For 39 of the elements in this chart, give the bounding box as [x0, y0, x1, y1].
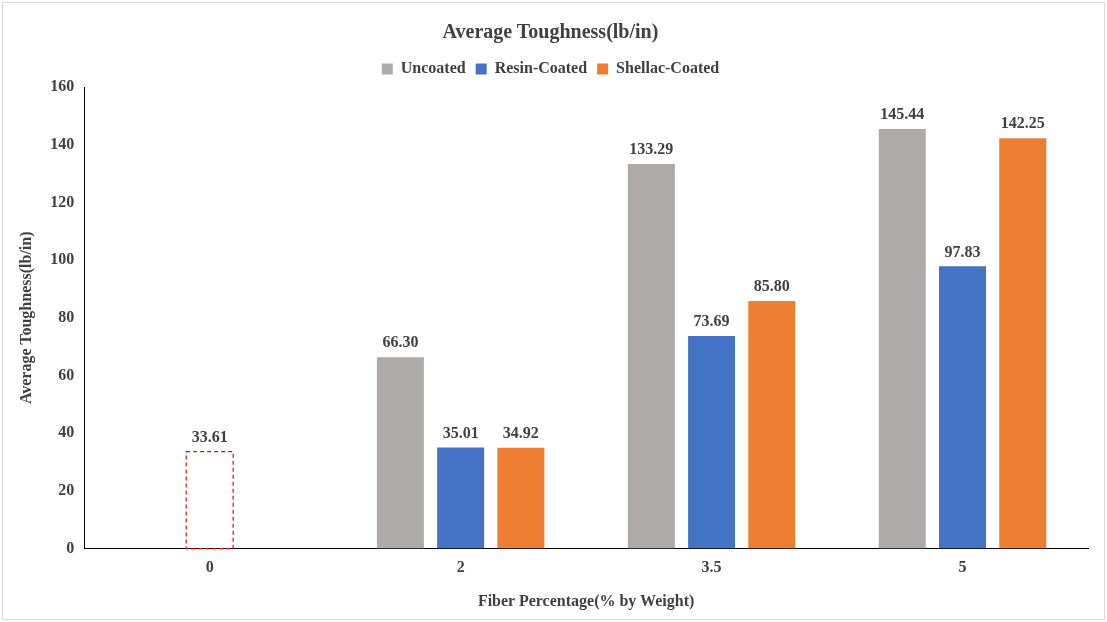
- data-label: 97.83: [944, 242, 981, 260]
- bar: [999, 138, 1047, 549]
- bar: [748, 301, 796, 549]
- x-tick-label: 3.5: [701, 558, 722, 576]
- x-tick-label: 2: [456, 558, 465, 576]
- bar: [878, 129, 926, 549]
- x-tick-label: 0: [205, 558, 214, 576]
- data-label: 66.30: [382, 333, 419, 351]
- x-tick-label: 5: [958, 558, 967, 576]
- x-axis-title: Fiber Percentage(% by Weight): [477, 591, 695, 610]
- y-tick-label: 140: [50, 134, 75, 152]
- bar: [185, 451, 234, 550]
- chart-title: Average Toughness(lb/in): [442, 20, 659, 44]
- bar: [376, 357, 424, 549]
- y-tick-label: 120: [50, 192, 75, 210]
- data-label: 34.92: [502, 424, 539, 441]
- bar: [688, 336, 736, 549]
- y-tick-label: 0: [66, 538, 75, 556]
- data-label: 142.25: [1000, 114, 1045, 132]
- y-axis-title: Average Toughness(lb/in): [16, 231, 35, 405]
- bar: [627, 164, 675, 549]
- data-label: 73.69: [693, 312, 730, 330]
- y-tick-label: 20: [58, 481, 75, 499]
- y-tick-label: 160: [50, 77, 75, 95]
- bar: [437, 447, 485, 549]
- y-tick-label: 100: [50, 250, 75, 268]
- data-label: 133.29: [629, 140, 674, 158]
- bar: [497, 447, 545, 549]
- legend-label: Resin-Coated: [494, 59, 588, 77]
- bar: [939, 266, 987, 549]
- y-tick-label: 80: [58, 307, 75, 325]
- legend-label: Uncoated: [400, 59, 466, 77]
- y-tick-label: 60: [58, 365, 75, 383]
- data-label: 145.44: [880, 105, 925, 123]
- data-label: 35.01: [442, 423, 479, 441]
- legend-label: Shellac-Coated: [616, 59, 720, 77]
- y-tick-label: 40: [58, 423, 75, 441]
- data-label: 85.80: [753, 277, 790, 295]
- data-label: 33.61: [191, 427, 228, 445]
